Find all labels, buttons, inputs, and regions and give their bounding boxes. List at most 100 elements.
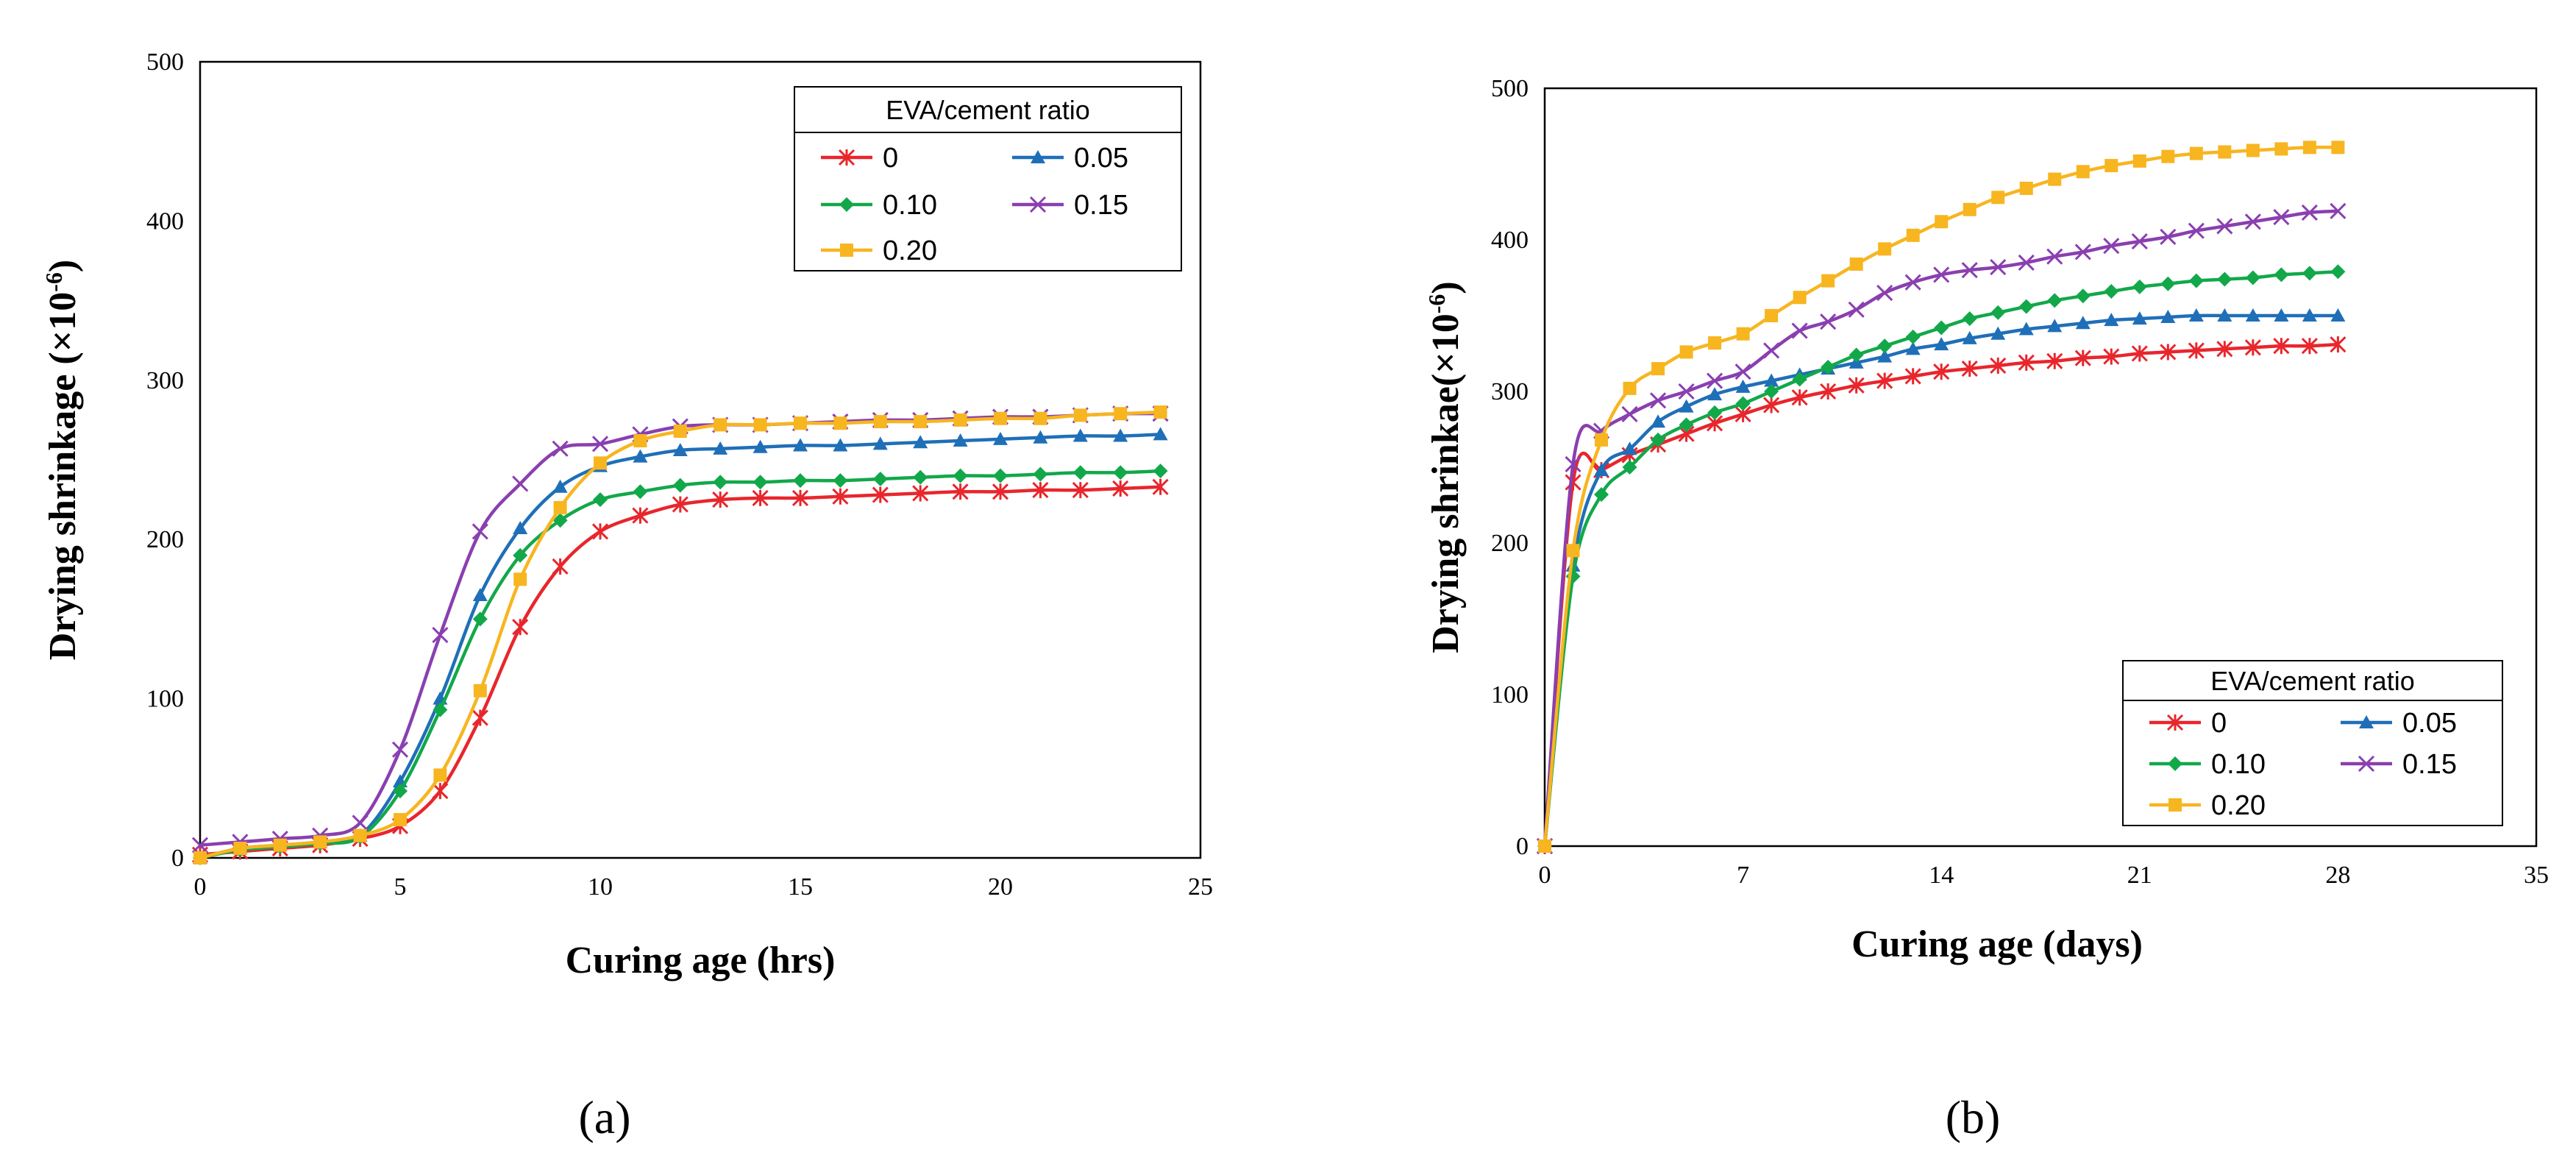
data-point xyxy=(1679,417,1694,433)
data-point xyxy=(1594,487,1609,503)
data-point xyxy=(2244,213,2261,230)
legend-marker xyxy=(2168,756,2182,771)
data-point xyxy=(872,471,888,486)
x-tick-label: 20 xyxy=(988,873,1013,901)
data-point xyxy=(1904,274,1921,291)
data-point xyxy=(1595,433,1609,447)
legend-marker xyxy=(840,244,853,257)
chart-panel-b: 0 100 200 300 400 500 0 7 14 21 28 35 Curing age (… xyxy=(1423,75,2549,1143)
data-point xyxy=(913,435,928,449)
data-point xyxy=(1904,368,1921,385)
y-tick-label: 500 xyxy=(1491,75,1529,102)
data-point xyxy=(2103,348,2120,365)
data-point xyxy=(1708,336,1722,350)
data-point xyxy=(1678,383,1695,400)
data-point xyxy=(793,473,808,489)
legend-item: 0.20 xyxy=(821,235,937,266)
series-layer xyxy=(191,405,1169,865)
data-point xyxy=(1032,482,1049,499)
data-point xyxy=(832,488,849,505)
data-point xyxy=(1905,329,1921,344)
legend-label: 0.10 xyxy=(883,190,937,221)
data-point xyxy=(1820,383,1837,400)
x-axis-title: Curing age (days) xyxy=(1851,923,2143,965)
legend-marker xyxy=(2166,714,2184,731)
legend-marker xyxy=(839,197,854,212)
data-point xyxy=(513,521,528,535)
data-point xyxy=(2103,238,2120,255)
data-point xyxy=(1961,361,1978,377)
y-axis-title-end: ) xyxy=(42,260,84,272)
data-point xyxy=(1649,392,1667,409)
data-point xyxy=(2274,267,2289,283)
data-point xyxy=(872,486,889,503)
data-point xyxy=(2075,288,2091,304)
data-point xyxy=(2047,319,2063,333)
data-point xyxy=(1877,349,1893,363)
data-point xyxy=(1072,428,1088,442)
data-point xyxy=(1991,191,2005,205)
legend-item: 0.10 xyxy=(821,190,937,221)
data-point xyxy=(1763,397,1780,413)
legend-marker xyxy=(2359,715,2374,728)
data-point xyxy=(2273,209,2290,226)
data-point xyxy=(1707,372,1723,389)
x-tick-label: 10 xyxy=(588,873,613,901)
data-point xyxy=(992,483,1009,500)
series-0_10 xyxy=(1537,264,2346,853)
legend-marker xyxy=(2358,755,2375,773)
data-point xyxy=(952,483,969,500)
data-point xyxy=(2302,308,2317,322)
data-point xyxy=(2244,339,2261,356)
series-0 xyxy=(1536,336,2346,855)
data-point xyxy=(2160,228,2177,245)
x-tick-label: 14 xyxy=(1929,862,1954,889)
data-point xyxy=(1707,387,1723,401)
data-point xyxy=(993,468,1008,483)
data-point xyxy=(2189,146,2203,160)
data-point xyxy=(2330,264,2346,280)
data-point xyxy=(712,491,729,508)
data-point xyxy=(1566,544,1580,558)
series-0_20 xyxy=(1538,141,2345,853)
legend-marker xyxy=(2168,798,2182,812)
x-tick-label: 21 xyxy=(2127,862,2152,889)
data-point xyxy=(2046,352,2063,369)
data-point xyxy=(2047,293,2063,308)
legend-item: 0.05 xyxy=(2341,708,2457,739)
series-0_15 xyxy=(1536,202,2346,855)
data-point xyxy=(2074,244,2091,260)
data-point xyxy=(1933,266,1950,283)
data-point xyxy=(2131,345,2148,362)
x-tick-label: 7 xyxy=(1737,862,1749,889)
data-point xyxy=(2104,284,2119,299)
data-point xyxy=(2188,342,2205,359)
data-point xyxy=(2104,159,2118,173)
data-point xyxy=(2301,204,2318,221)
data-point xyxy=(632,507,649,524)
data-point xyxy=(1764,384,1779,399)
data-point xyxy=(913,469,928,485)
data-point xyxy=(1962,311,1977,327)
data-point xyxy=(1651,414,1666,428)
data-point xyxy=(994,411,1007,425)
data-point xyxy=(2075,316,2091,330)
y-tick-label: 300 xyxy=(146,367,184,394)
data-point xyxy=(1791,322,1808,339)
data-point xyxy=(1763,342,1780,359)
data-point xyxy=(2245,270,2260,285)
data-point xyxy=(2216,341,2233,358)
legend-box xyxy=(794,86,1182,271)
data-point xyxy=(1961,262,1978,279)
data-point xyxy=(713,475,728,490)
data-point xyxy=(1849,257,1863,271)
data-point xyxy=(2246,143,2260,157)
data-point xyxy=(593,492,608,508)
data-point xyxy=(273,838,287,852)
data-point xyxy=(394,813,407,827)
data-point xyxy=(833,473,848,489)
y-axis-title-sup: -6 xyxy=(1423,294,1450,314)
y-axis-title: Drying shrinkage (×10-6) xyxy=(40,260,84,661)
data-point xyxy=(793,438,808,452)
y-tick-label: 400 xyxy=(146,207,184,235)
